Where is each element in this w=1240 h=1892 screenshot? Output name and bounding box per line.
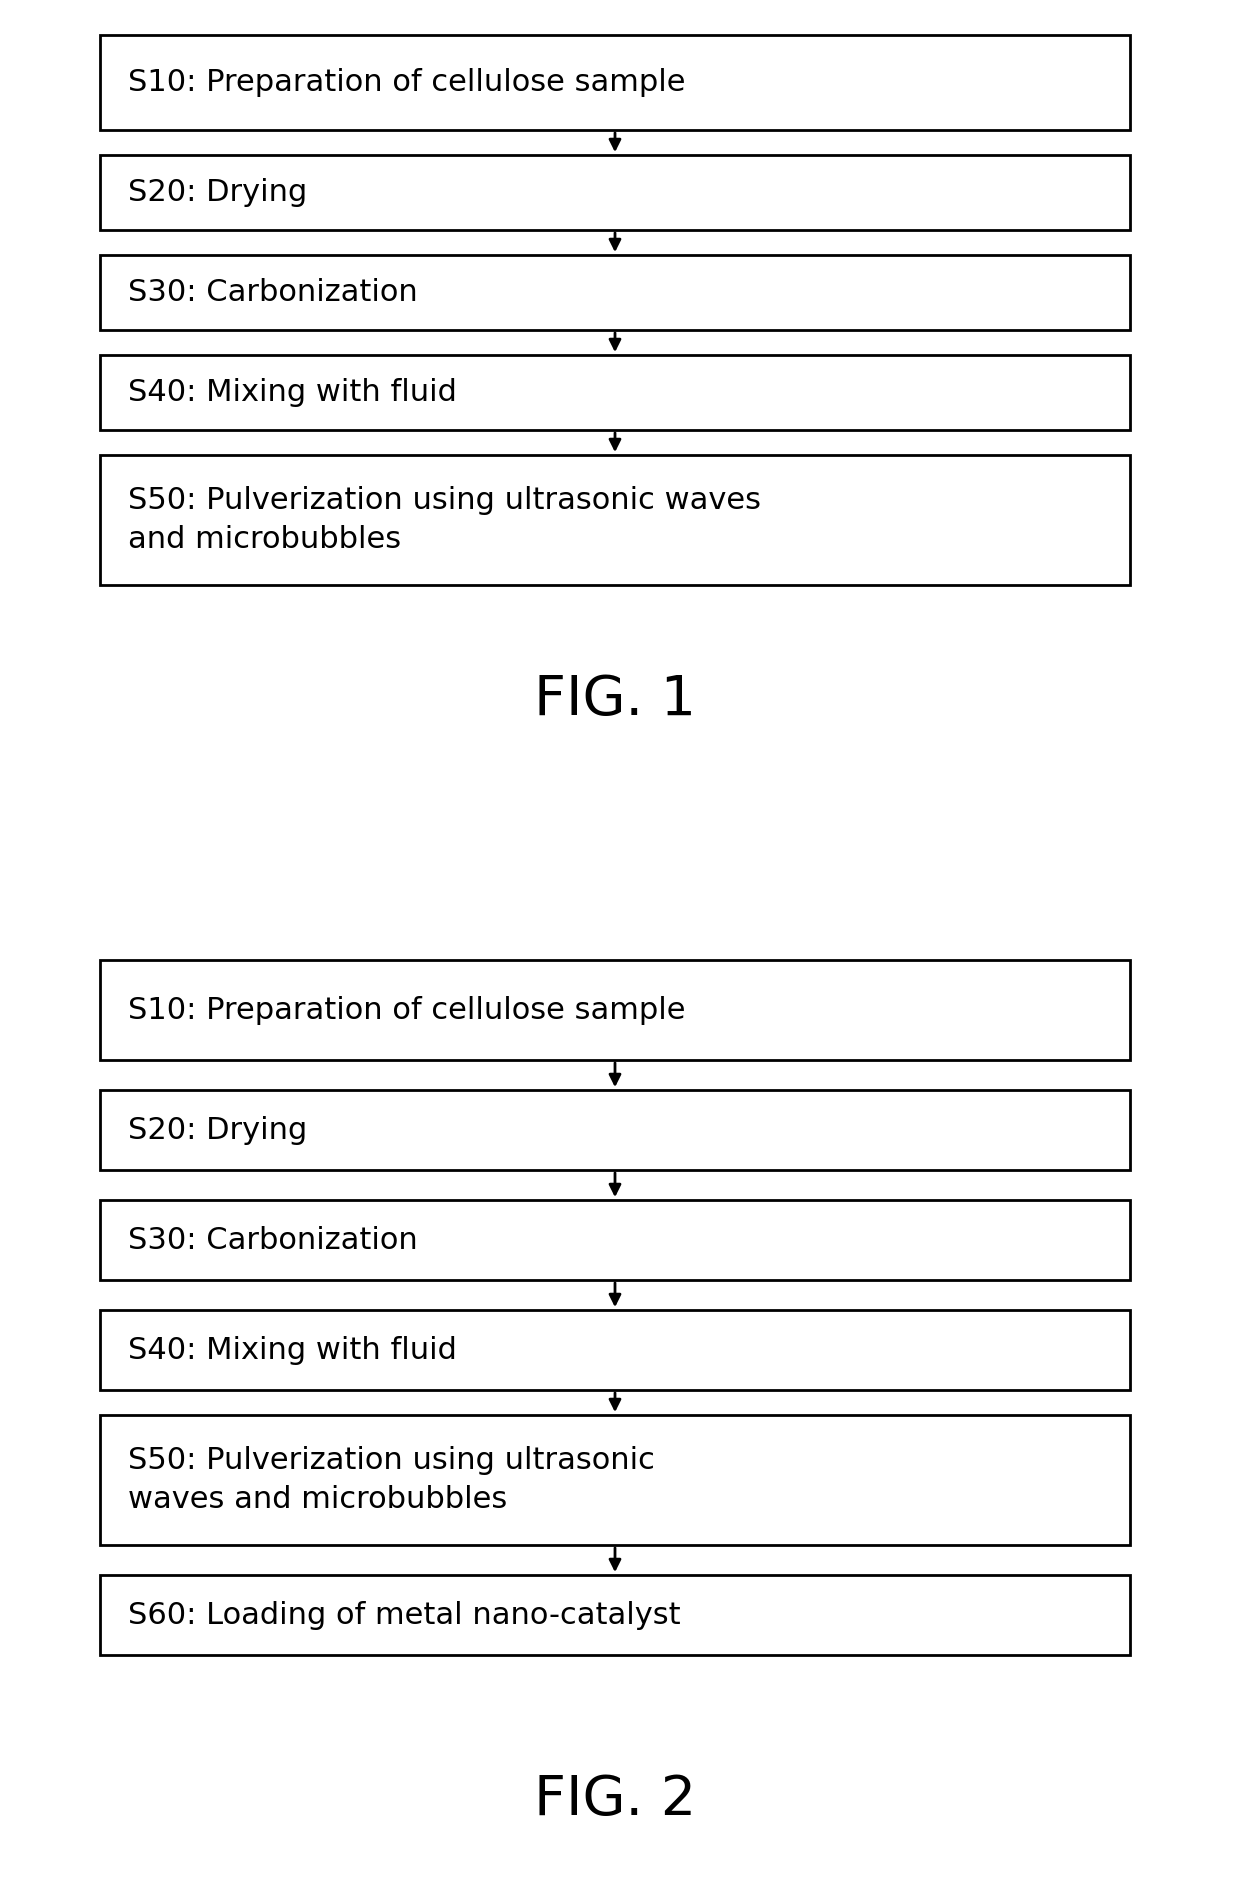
Bar	[100, 454, 1130, 585]
Bar	[100, 255, 1130, 329]
Text: FIG. 1: FIG. 1	[534, 674, 696, 727]
Bar	[100, 155, 1130, 231]
Bar	[100, 34, 1130, 131]
Text: S40: Mixing with fluid: S40: Mixing with fluid	[128, 1336, 456, 1364]
Text: S50: Pulverization using ultrasonic waves
and microbubbles: S50: Pulverization using ultrasonic wave…	[128, 486, 761, 554]
Bar	[100, 1415, 1130, 1546]
Text: S20: Drying: S20: Drying	[128, 178, 308, 206]
Text: S40: Mixing with fluid: S40: Mixing with fluid	[128, 378, 456, 407]
Text: S20: Drying: S20: Drying	[128, 1116, 308, 1145]
Text: FIG. 2: FIG. 2	[534, 1773, 696, 1828]
Bar	[100, 1574, 1130, 1656]
Bar	[100, 959, 1130, 1060]
Bar	[100, 1090, 1130, 1169]
Text: S60: Loading of metal nano-catalyst: S60: Loading of metal nano-catalyst	[128, 1601, 681, 1629]
Bar	[100, 1200, 1130, 1281]
Bar	[100, 1309, 1130, 1391]
Text: S10: Preparation of cellulose sample: S10: Preparation of cellulose sample	[128, 995, 686, 1024]
Text: S30: Carbonization: S30: Carbonization	[128, 278, 418, 307]
Text: S10: Preparation of cellulose sample: S10: Preparation of cellulose sample	[128, 68, 686, 96]
Text: S50: Pulverization using ultrasonic
waves and microbubbles: S50: Pulverization using ultrasonic wave…	[128, 1445, 655, 1514]
Text: S30: Carbonization: S30: Carbonization	[128, 1226, 418, 1254]
Bar	[100, 356, 1130, 429]
